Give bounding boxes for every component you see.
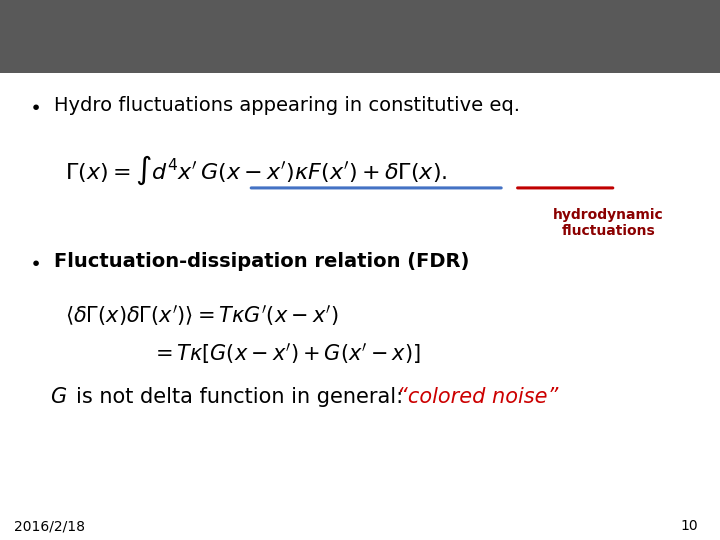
Text: $G$: $G$ <box>50 387 68 407</box>
Text: “colored noise”: “colored noise” <box>397 387 559 407</box>
Text: Fluctuation-dissipation relation: Fluctuation-dissipation relation <box>124 24 596 53</box>
Text: hydrodynamic: hydrodynamic <box>553 208 664 222</box>
Text: 2016/2/18: 2016/2/18 <box>14 519 86 534</box>
Text: Fluctuation-dissipation relation (FDR): Fluctuation-dissipation relation (FDR) <box>54 252 469 272</box>
Text: $= T\kappa[G(x-x') + G(x'-x)]$: $= T\kappa[G(x-x') + G(x'-x)]$ <box>151 341 420 366</box>
Text: $\bullet$: $\bullet$ <box>29 252 40 272</box>
Text: $\Gamma(x) = \int d^4x'\,G(x-x')\kappa F(x') + \delta\Gamma(x).$: $\Gamma(x) = \int d^4x'\,G(x-x')\kappa F… <box>65 153 447 187</box>
Text: is not delta function in general:: is not delta function in general: <box>76 387 410 407</box>
Text: 10: 10 <box>681 519 698 534</box>
Text: fluctuations: fluctuations <box>562 224 655 238</box>
Text: Hydro fluctuations appearing in constitutive eq.: Hydro fluctuations appearing in constitu… <box>54 96 520 115</box>
Text: $\bullet$: $\bullet$ <box>29 96 40 115</box>
Text: $\langle \delta\Gamma(x)\delta\Gamma(x') \rangle = T\kappa G'(x-x')$: $\langle \delta\Gamma(x)\delta\Gamma(x')… <box>65 303 338 328</box>
